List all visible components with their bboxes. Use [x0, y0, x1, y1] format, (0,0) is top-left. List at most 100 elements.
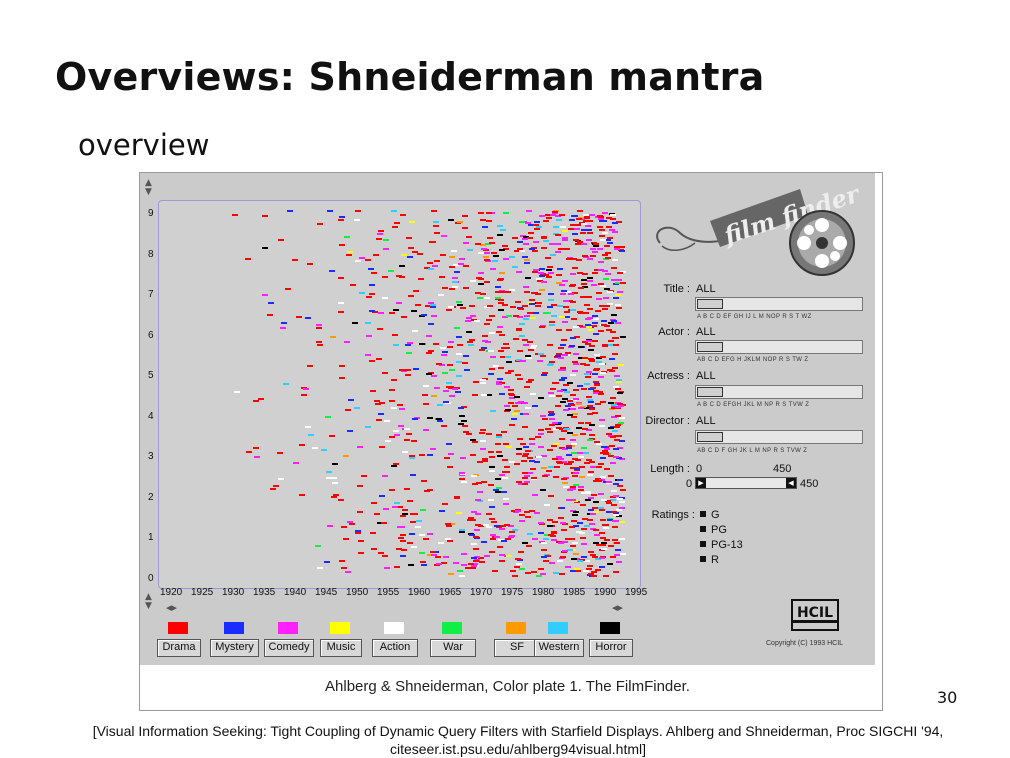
film-mark[interactable]: [427, 322, 434, 325]
film-mark[interactable]: [471, 542, 478, 545]
film-mark[interactable]: [564, 391, 571, 393]
film-mark[interactable]: [533, 461, 540, 464]
film-mark[interactable]: [315, 323, 322, 326]
film-mark[interactable]: [481, 334, 488, 337]
film-mark[interactable]: [616, 478, 623, 481]
film-mark[interactable]: [369, 360, 376, 363]
film-mark[interactable]: [581, 279, 588, 282]
film-mark[interactable]: [477, 500, 484, 503]
film-mark[interactable]: [404, 343, 411, 346]
film-mark[interactable]: [578, 287, 584, 290]
film-mark[interactable]: [357, 485, 364, 488]
film-mark[interactable]: [497, 302, 504, 305]
film-mark[interactable]: [619, 440, 626, 443]
film-mark[interactable]: [585, 491, 591, 494]
film-mark[interactable]: [597, 390, 604, 393]
starfield-display[interactable]: [158, 200, 641, 589]
film-mark[interactable]: [583, 373, 590, 376]
film-mark[interactable]: [479, 219, 486, 222]
film-mark[interactable]: [614, 281, 621, 284]
film-mark[interactable]: [593, 244, 600, 247]
film-mark[interactable]: [405, 351, 412, 354]
film-mark[interactable]: [595, 569, 602, 572]
film-mark[interactable]: [462, 424, 468, 427]
film-mark[interactable]: [393, 309, 400, 312]
film-mark[interactable]: [539, 572, 546, 575]
film-mark[interactable]: [495, 477, 502, 480]
film-mark[interactable]: [376, 233, 383, 236]
film-mark[interactable]: [307, 364, 314, 367]
film-mark[interactable]: [533, 241, 540, 244]
film-mark[interactable]: [566, 329, 572, 332]
film-mark[interactable]: [554, 233, 561, 236]
film-mark[interactable]: [331, 462, 338, 465]
film-mark[interactable]: [396, 547, 403, 550]
film-mark[interactable]: [586, 404, 593, 407]
film-mark[interactable]: [615, 322, 622, 325]
film-mark[interactable]: [549, 417, 556, 420]
film-mark[interactable]: [569, 285, 576, 288]
film-mark[interactable]: [588, 349, 595, 352]
film-mark[interactable]: [563, 310, 570, 313]
film-mark[interactable]: [409, 513, 416, 515]
film-mark[interactable]: [461, 361, 468, 364]
film-mark[interactable]: [485, 512, 492, 515]
film-mark[interactable]: [608, 343, 615, 346]
film-mark[interactable]: [599, 228, 606, 231]
film-mark[interactable]: [574, 467, 581, 470]
film-mark[interactable]: [478, 211, 485, 214]
film-mark[interactable]: [338, 498, 345, 501]
film-mark[interactable]: [545, 269, 552, 272]
film-mark[interactable]: [519, 334, 526, 337]
film-mark[interactable]: [600, 319, 607, 322]
film-mark[interactable]: [604, 239, 611, 241]
film-mark[interactable]: [388, 311, 395, 314]
film-mark[interactable]: [611, 404, 618, 407]
film-mark[interactable]: [467, 341, 474, 344]
film-mark[interactable]: [518, 402, 525, 405]
film-mark[interactable]: [551, 422, 558, 425]
film-mark[interactable]: [580, 528, 587, 531]
film-mark[interactable]: [572, 413, 579, 416]
film-mark[interactable]: [293, 462, 299, 464]
film-mark[interactable]: [599, 457, 606, 460]
film-mark[interactable]: [607, 339, 614, 342]
film-mark[interactable]: [343, 236, 350, 239]
film-mark[interactable]: [571, 257, 578, 260]
film-mark[interactable]: [593, 534, 600, 537]
film-mark[interactable]: [484, 555, 491, 557]
film-mark[interactable]: [586, 325, 593, 328]
film-mark[interactable]: [584, 375, 591, 378]
film-mark[interactable]: [514, 360, 521, 363]
film-mark[interactable]: [487, 484, 494, 487]
film-mark[interactable]: [459, 529, 466, 532]
film-mark[interactable]: [547, 298, 554, 301]
film-mark[interactable]: [529, 247, 536, 250]
film-mark[interactable]: [573, 510, 580, 513]
film-mark[interactable]: [530, 317, 537, 319]
film-mark[interactable]: [344, 408, 351, 411]
film-mark[interactable]: [617, 390, 624, 393]
film-mark[interactable]: [530, 344, 537, 347]
film-mark[interactable]: [532, 268, 539, 271]
film-mark[interactable]: [498, 290, 505, 293]
film-mark[interactable]: [343, 340, 350, 343]
film-mark[interactable]: [539, 355, 546, 358]
film-mark[interactable]: [479, 349, 486, 352]
film-mark[interactable]: [575, 570, 582, 573]
film-mark[interactable]: [331, 482, 338, 485]
film-mark[interactable]: [316, 343, 323, 346]
film-mark[interactable]: [591, 322, 598, 324]
film-mark[interactable]: [341, 525, 348, 528]
film-mark[interactable]: [571, 475, 578, 477]
film-mark[interactable]: [353, 218, 360, 221]
film-mark[interactable]: [523, 446, 530, 449]
film-mark[interactable]: [462, 286, 469, 289]
film-mark[interactable]: [568, 525, 575, 528]
film-mark[interactable]: [482, 524, 489, 526]
film-mark[interactable]: [409, 220, 416, 223]
film-mark[interactable]: [469, 566, 476, 569]
film-mark[interactable]: [603, 451, 609, 454]
film-mark[interactable]: [480, 382, 487, 384]
film-mark[interactable]: [556, 353, 563, 356]
